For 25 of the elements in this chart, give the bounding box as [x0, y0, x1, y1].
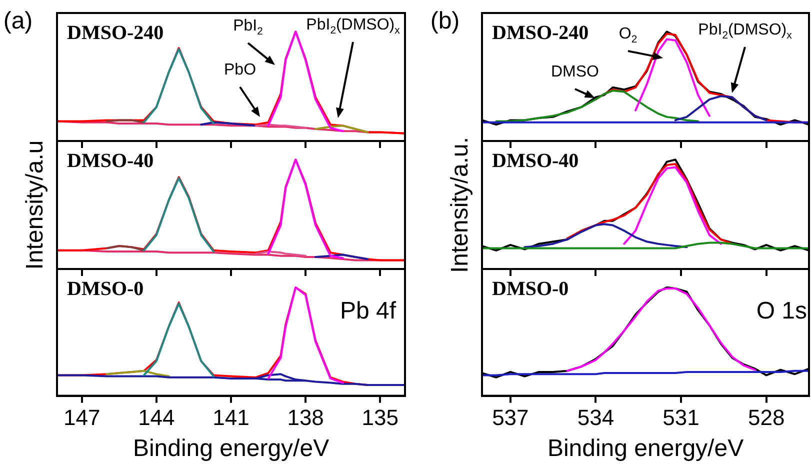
chart-title: DMSO-240	[67, 22, 164, 44]
annotation: Pb 4f	[340, 298, 396, 325]
x-tick-label: 138	[287, 405, 324, 430]
text: (b)	[430, 8, 460, 35]
x-tick-label: 141	[212, 405, 250, 430]
x-axis-title: Binding energy/eV	[547, 435, 744, 462]
x-axis-title: Binding energy/eV	[132, 435, 330, 462]
x-tick-label: 534	[577, 405, 614, 430]
chart-title: DMSO-40	[492, 150, 579, 172]
chart-title: DMSO-240	[492, 22, 589, 44]
x-tick-label: 528	[748, 405, 785, 430]
chart-title: DMSO-0	[67, 278, 144, 300]
y-axis-title: Intensity/a.u.	[446, 136, 474, 274]
x-tick-label: 144	[138, 405, 175, 430]
x-tick-label: 135	[362, 405, 398, 430]
x-tick-label: 537	[492, 405, 529, 430]
x-tick-label: 147	[64, 405, 100, 430]
annotation: PbO	[224, 61, 256, 78]
annotation: DMSO	[551, 63, 599, 80]
annotation: O 1s	[756, 298, 808, 325]
text: (a)	[3, 8, 33, 35]
chart-title: DMSO-0	[492, 278, 569, 300]
x-tick-label: 531	[662, 405, 700, 430]
chart-title: DMSO-40	[67, 150, 154, 172]
y-axis-title: Intensity/a.u	[22, 140, 49, 270]
